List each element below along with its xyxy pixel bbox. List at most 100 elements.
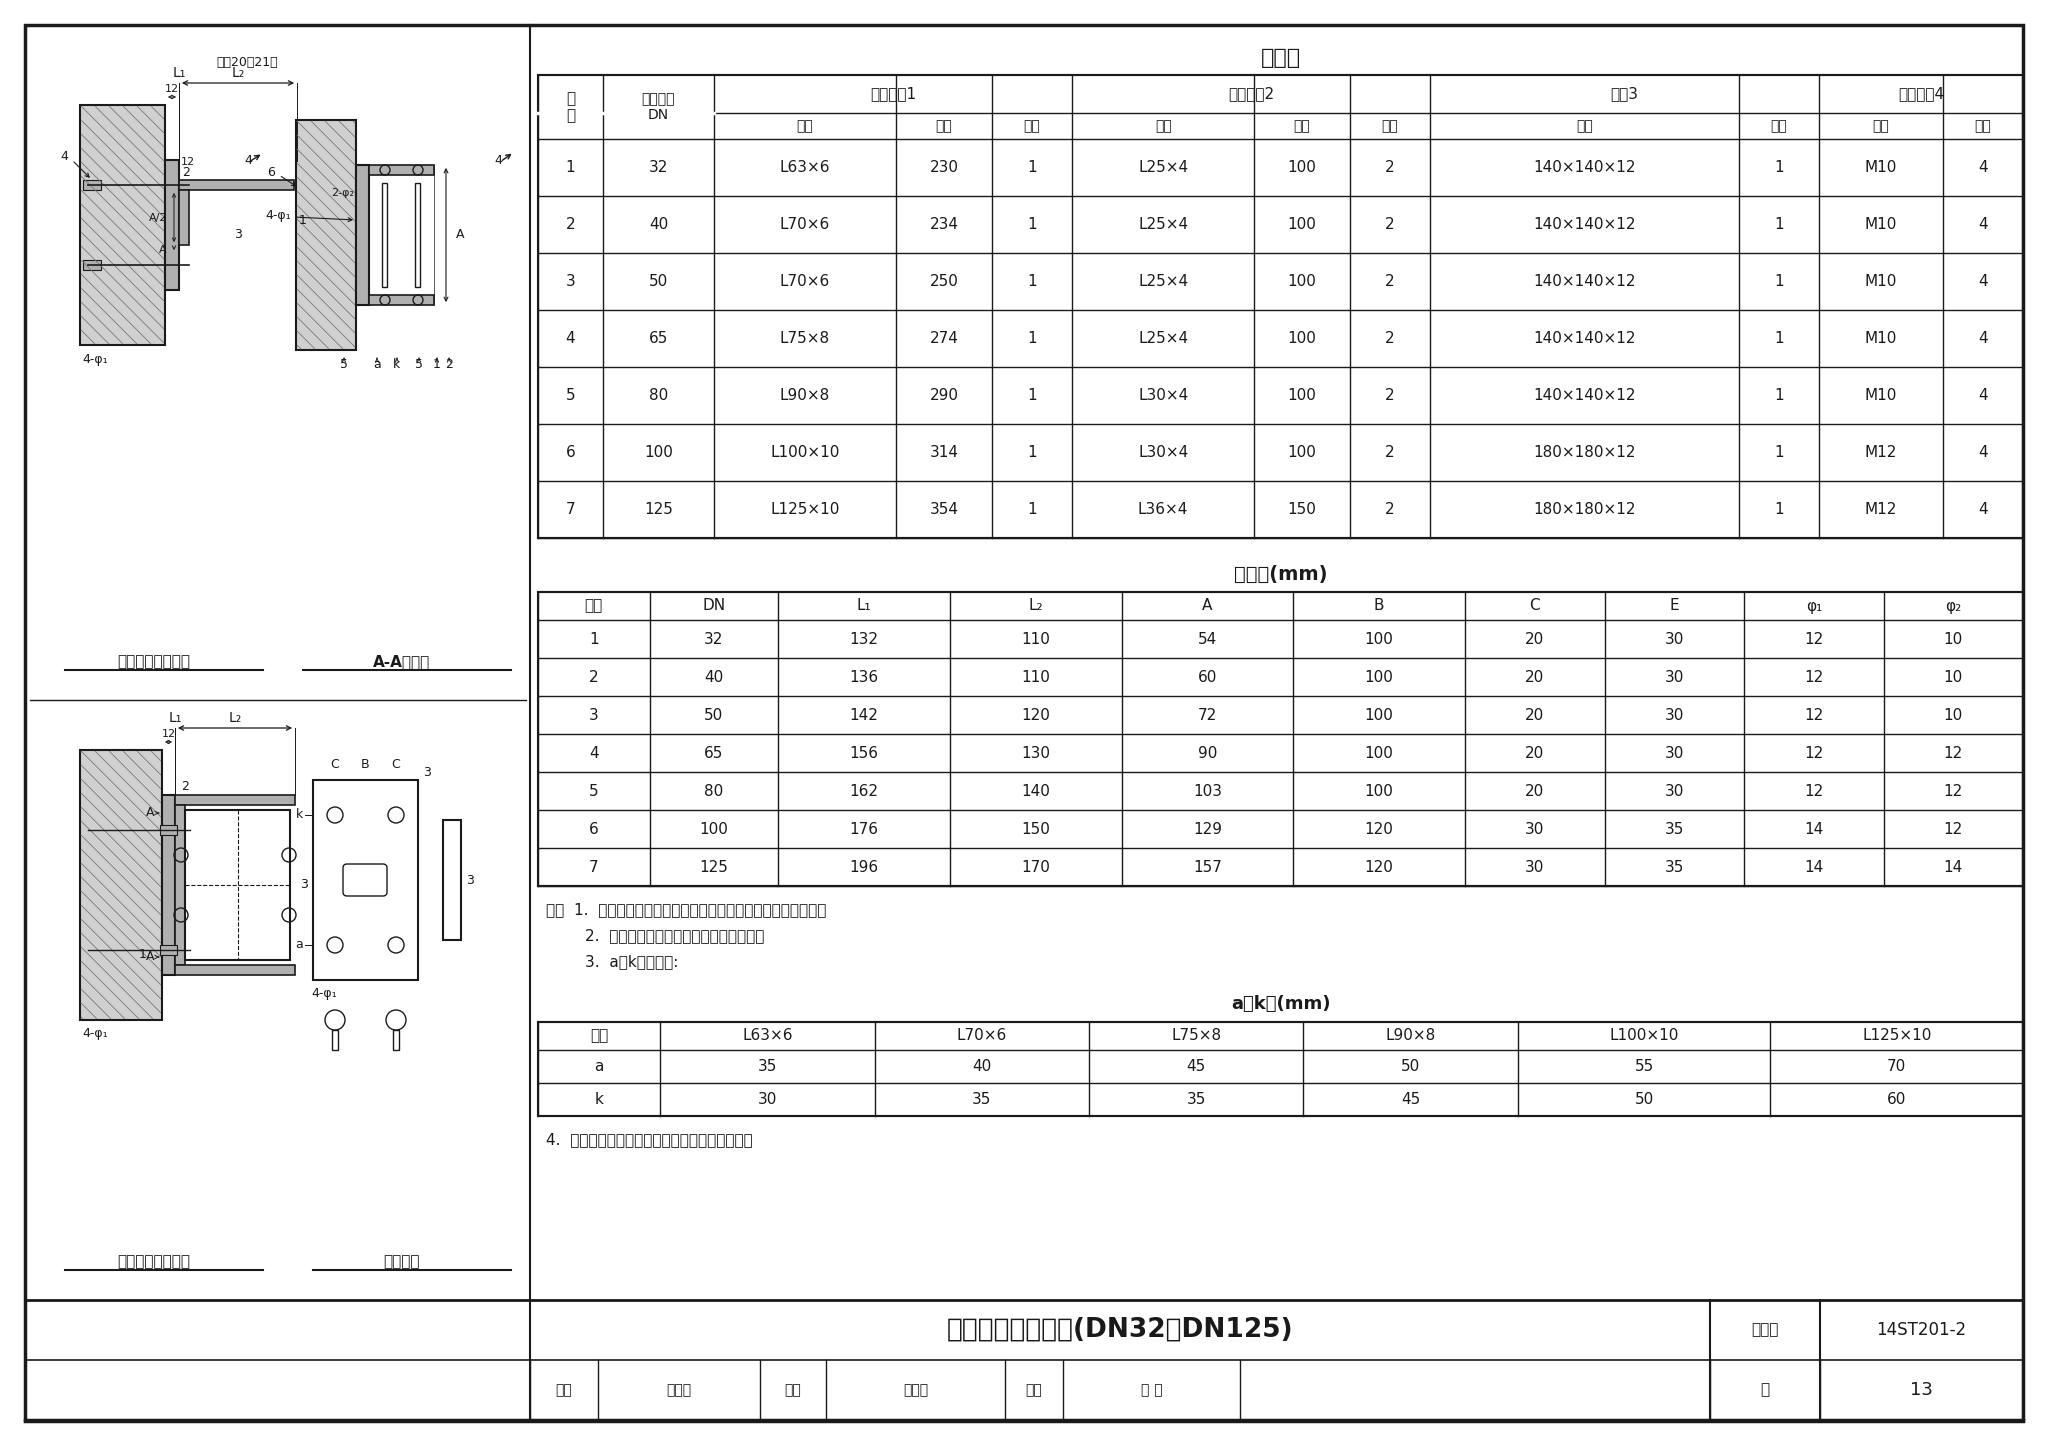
Text: 4.  本图示为水平安装，该图也适用于垂直安装。: 4. 本图示为水平安装，该图也适用于垂直安装。: [547, 1132, 754, 1148]
Text: 103: 103: [1194, 784, 1223, 798]
Text: 30: 30: [1526, 859, 1544, 875]
Text: 5: 5: [416, 359, 424, 372]
Text: L₂: L₂: [231, 67, 244, 80]
Text: 1: 1: [139, 949, 147, 962]
Text: L125×10: L125×10: [1862, 1028, 1931, 1044]
Text: 12: 12: [180, 158, 195, 166]
Text: a、k值(mm): a、k值(mm): [1231, 995, 1331, 1014]
Text: L36×4: L36×4: [1139, 502, 1188, 518]
Text: 12: 12: [1804, 707, 1823, 723]
Text: 4: 4: [1978, 445, 1989, 460]
Text: a: a: [373, 359, 381, 372]
Text: φ₂: φ₂: [1946, 599, 1962, 613]
Bar: [162, 795, 174, 975]
Text: 4: 4: [244, 153, 252, 166]
Text: 审核: 审核: [555, 1382, 571, 1397]
Text: L70×6: L70×6: [956, 1028, 1008, 1044]
Text: 30: 30: [1665, 669, 1683, 684]
Text: 1: 1: [590, 632, 598, 646]
Text: 2: 2: [1384, 217, 1395, 231]
Text: 2: 2: [590, 669, 598, 684]
Text: 100: 100: [1288, 217, 1317, 231]
Bar: [160, 826, 176, 834]
Text: 件数: 件数: [1024, 119, 1040, 133]
Text: A: A: [457, 228, 465, 241]
Text: 支承角钢1: 支承角钢1: [870, 87, 915, 101]
Text: 1: 1: [1028, 388, 1036, 403]
Text: 120: 120: [1022, 707, 1051, 723]
Text: 32: 32: [705, 632, 723, 646]
Text: 注：  1.  膨胀螺栌按混凝土建筑锁栌技术规范或规定的要求选用。: 注： 1. 膨胀螺栌按混凝土建筑锁栌技术规范或规定的要求选用。: [547, 902, 827, 918]
Text: 90: 90: [1198, 746, 1217, 761]
Bar: [178, 179, 295, 189]
Text: φ₁: φ₁: [1806, 599, 1823, 613]
Text: L25×4: L25×4: [1139, 331, 1188, 346]
Text: DN: DN: [702, 599, 725, 613]
Text: 尺寸表(mm): 尺寸表(mm): [1233, 564, 1327, 584]
Text: 20: 20: [1526, 632, 1544, 646]
Text: 100: 100: [1364, 669, 1393, 684]
Text: 314: 314: [930, 445, 958, 460]
Text: 钢板3: 钢板3: [1610, 87, 1638, 101]
Text: 6: 6: [266, 166, 274, 179]
Text: 2: 2: [1384, 502, 1395, 518]
Text: 40: 40: [973, 1058, 991, 1074]
Bar: [332, 1030, 338, 1050]
Bar: [539, 591, 2023, 886]
Text: 立面图（平面图）: 立面图（平面图）: [117, 655, 190, 669]
Text: 规格: 规格: [1577, 119, 1593, 133]
Text: 35: 35: [1665, 859, 1683, 875]
Text: 100: 100: [1288, 388, 1317, 403]
Text: a: a: [295, 938, 303, 951]
Bar: [442, 820, 461, 940]
Text: 1: 1: [432, 359, 440, 372]
Bar: [84, 260, 100, 270]
Text: 100: 100: [1364, 784, 1393, 798]
Text: 4: 4: [590, 746, 598, 761]
Text: C: C: [330, 758, 340, 771]
Text: 4: 4: [1978, 217, 1989, 231]
Text: 40: 40: [649, 217, 668, 231]
Text: 80: 80: [705, 784, 723, 798]
Text: 赵际顺: 赵际顺: [903, 1382, 928, 1397]
Text: 2: 2: [1384, 331, 1395, 346]
Text: L63×6: L63×6: [741, 1028, 793, 1044]
Text: 件数: 件数: [1772, 119, 1788, 133]
Text: 6: 6: [565, 445, 575, 460]
Text: 140×140×12: 140×140×12: [1534, 388, 1636, 403]
Text: 2: 2: [565, 217, 575, 231]
Text: 1: 1: [1774, 331, 1784, 346]
Text: 30: 30: [1665, 632, 1683, 646]
Text: 14: 14: [1804, 821, 1823, 836]
Text: 130: 130: [1022, 746, 1051, 761]
Text: 规格: 规格: [1872, 119, 1890, 133]
Bar: [539, 75, 2023, 538]
Text: 10: 10: [1944, 632, 1962, 646]
Text: 1: 1: [299, 214, 307, 227]
Text: L100×10: L100×10: [1610, 1028, 1679, 1044]
Bar: [539, 1022, 2023, 1116]
Text: 100: 100: [1288, 161, 1317, 175]
Text: 157: 157: [1194, 859, 1223, 875]
Text: 12: 12: [1944, 784, 1962, 798]
Text: 120: 120: [1364, 859, 1393, 875]
Text: 1: 1: [1774, 388, 1784, 403]
Text: A: A: [160, 244, 168, 254]
Text: 30: 30: [1665, 746, 1683, 761]
Text: M10: M10: [1866, 273, 1896, 289]
Text: 单管固定支架安装(DN32～DN125): 单管固定支架安装(DN32～DN125): [946, 1317, 1294, 1343]
Text: 110: 110: [1022, 632, 1051, 646]
Text: L30×4: L30×4: [1139, 445, 1188, 460]
Text: L90×8: L90×8: [780, 388, 829, 403]
Text: 12: 12: [162, 729, 176, 739]
Text: 110: 110: [1022, 669, 1051, 684]
Text: 校对: 校对: [784, 1382, 801, 1397]
Text: L₁: L₁: [856, 599, 872, 613]
Text: 平面图（立面图）: 平面图（立面图）: [117, 1255, 190, 1270]
Text: 54: 54: [1198, 632, 1217, 646]
Text: L25×4: L25×4: [1139, 217, 1188, 231]
Bar: [178, 189, 188, 244]
Text: 长度: 长度: [1294, 119, 1311, 133]
Text: 140: 140: [1022, 784, 1051, 798]
Text: 1: 1: [1028, 502, 1036, 518]
